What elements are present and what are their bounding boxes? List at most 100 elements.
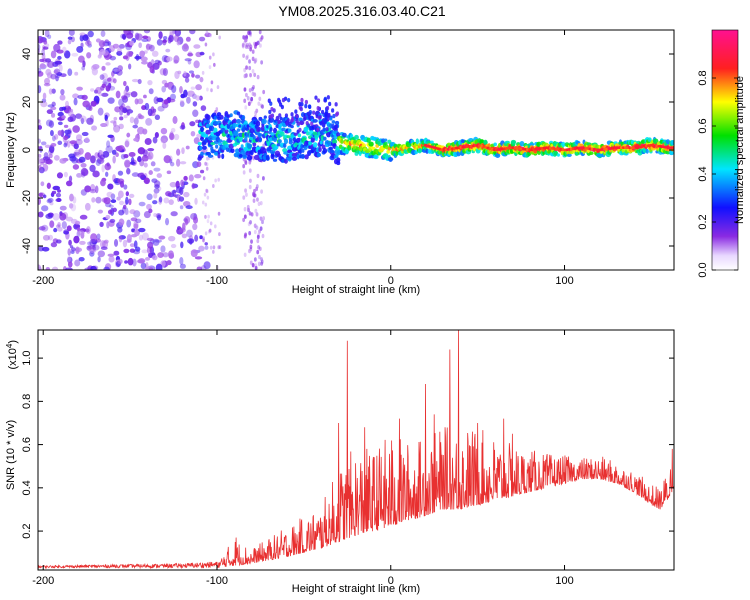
- heatmap-cell: [79, 240, 86, 245]
- heatmap-cell: [203, 261, 211, 270]
- heatmap-cell: [82, 100, 90, 108]
- heatmap-cell: [162, 252, 169, 258]
- heatmap-cell: [252, 142, 257, 147]
- heatmap-cell: [144, 138, 152, 146]
- heatmap-cell: [244, 38, 247, 43]
- colorbar-tick-label: 0.2: [697, 214, 709, 229]
- heatmap-cell: [152, 62, 160, 70]
- heatmap-cell: [251, 263, 255, 268]
- heatmap-cell: [204, 214, 207, 219]
- heatmap-cell: [244, 232, 248, 237]
- heatmap-cell: [341, 132, 347, 138]
- heatmap-cell: [287, 97, 291, 103]
- heatmap-cell: [158, 31, 163, 40]
- heatmap-cell: [129, 243, 135, 248]
- heatmap-cell: [270, 153, 275, 160]
- heatmap-cell: [262, 216, 266, 221]
- heatmap-cell: [38, 192, 44, 197]
- heatmap-cell: [255, 120, 261, 127]
- heatmap-cell: [274, 145, 279, 150]
- heatmap-cell: [154, 239, 162, 243]
- heatmap-cell: [304, 99, 308, 105]
- heatmap-cell: [74, 259, 81, 267]
- heatmap-cell: [304, 154, 309, 160]
- spectrogram-x-axis-label: Height of straight line (km): [292, 284, 420, 296]
- heatmap-cell: [105, 145, 113, 154]
- heatmap-cell: [268, 109, 272, 115]
- heatmap-cell: [261, 104, 264, 109]
- heatmap-cell: [175, 158, 181, 167]
- heatmap-cell: [248, 211, 252, 216]
- heatmap-cell: [137, 258, 146, 264]
- heatmap-cell: [138, 201, 146, 207]
- heatmap-cell: [300, 97, 304, 103]
- heatmap-cell: [322, 123, 326, 128]
- heatmap-cell: [67, 255, 71, 263]
- heatmap-cell: [109, 55, 117, 61]
- heatmap-cell: [39, 63, 46, 69]
- spectrogram-x-tick-label: 100: [555, 275, 573, 287]
- heatmap-cell: [88, 105, 93, 112]
- heatmap-cell: [126, 50, 134, 57]
- heatmap-cell: [48, 153, 53, 159]
- heatmap-cell: [198, 36, 206, 42]
- heatmap-cell: [256, 173, 260, 179]
- heatmap-cell: [213, 62, 216, 67]
- heatmap-cell: [173, 55, 180, 64]
- heatmap-cell: [107, 97, 115, 104]
- heatmap-cell: [217, 211, 221, 216]
- heatmap-cell: [327, 141, 333, 147]
- heatmap-cell: [190, 249, 198, 258]
- heatmap-cell: [122, 55, 129, 60]
- heatmap-cell: [193, 60, 200, 69]
- heatmap-cell: [255, 225, 259, 230]
- heatmap-cell: [273, 127, 278, 134]
- heatmap-cell: [217, 153, 221, 159]
- heatmap-cell: [251, 49, 255, 54]
- heatmap-cell: [91, 197, 96, 203]
- heatmap-cell: [258, 246, 262, 252]
- heatmap-cell: [194, 234, 199, 242]
- heatmap-cell: [248, 59, 251, 64]
- heatmap-cell: [243, 98, 247, 104]
- heatmap-cell: [336, 161, 341, 166]
- heatmap-cell: [204, 242, 208, 246]
- heatmap-cell: [53, 43, 61, 52]
- heatmap-cell: [160, 137, 166, 144]
- heatmap-cell: [118, 43, 125, 49]
- snr-x-ticks: -200 -100 0 100: [32, 330, 574, 587]
- heatmap-cell: [561, 141, 566, 148]
- heatmap-cell: [117, 47, 122, 54]
- heatmap-cell: [135, 33, 143, 41]
- heatmap-cell: [248, 230, 252, 236]
- heatmap-cell: [308, 141, 313, 146]
- heatmap-cell: [669, 150, 674, 155]
- heatmap-cell: [59, 106, 64, 112]
- heatmap-cell: [246, 54, 250, 59]
- heatmap-cell: [242, 170, 246, 175]
- heatmap-cell: [104, 114, 108, 122]
- heatmap-cell: [52, 213, 60, 221]
- heatmap-cell: [119, 180, 125, 188]
- heatmap-cell: [189, 30, 196, 35]
- heatmap-cell: [129, 116, 135, 124]
- heatmap-cell: [204, 245, 209, 250]
- heatmap-cell: [99, 74, 105, 81]
- snr-y-tick-label: 0.2: [21, 523, 33, 538]
- heatmap-cell: [90, 155, 96, 164]
- heatmap-cell: [288, 140, 293, 145]
- heatmap-cell: [386, 149, 390, 154]
- heatmap-cell: [163, 155, 172, 164]
- heatmap-cell: [137, 98, 144, 105]
- heatmap-cell: [256, 74, 260, 80]
- heatmap-cell: [168, 253, 175, 259]
- heatmap-cell: [69, 140, 78, 145]
- heatmap-cell: [290, 124, 294, 129]
- heatmap-cell: [373, 154, 379, 160]
- heatmap-cell: [84, 136, 90, 144]
- heatmap-cell: [152, 108, 157, 113]
- heatmap-cell: [173, 133, 180, 141]
- heatmap-cell: [242, 53, 246, 58]
- heatmap-cell: [305, 120, 309, 126]
- heatmap-cell: [183, 70, 187, 77]
